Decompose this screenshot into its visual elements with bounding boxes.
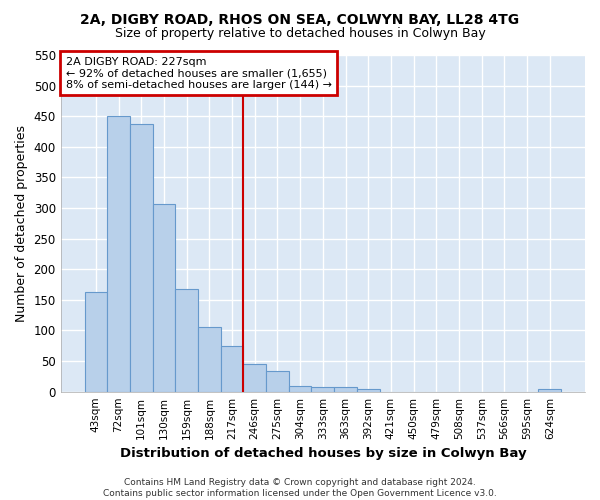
X-axis label: Distribution of detached houses by size in Colwyn Bay: Distribution of detached houses by size … <box>119 447 526 460</box>
Bar <box>221 346 244 392</box>
Text: Contains HM Land Registry data © Crown copyright and database right 2024.
Contai: Contains HM Land Registry data © Crown c… <box>103 478 497 498</box>
Text: 2A DIGBY ROAD: 227sqm
← 92% of detached houses are smaller (1,655)
8% of semi-de: 2A DIGBY ROAD: 227sqm ← 92% of detached … <box>66 56 332 90</box>
Bar <box>107 116 130 392</box>
Bar <box>244 364 266 392</box>
Bar <box>198 327 221 392</box>
Y-axis label: Number of detached properties: Number of detached properties <box>15 125 28 322</box>
Bar <box>311 387 334 392</box>
Bar <box>357 388 380 392</box>
Text: Size of property relative to detached houses in Colwyn Bay: Size of property relative to detached ho… <box>115 28 485 40</box>
Text: 2A, DIGBY ROAD, RHOS ON SEA, COLWYN BAY, LL28 4TG: 2A, DIGBY ROAD, RHOS ON SEA, COLWYN BAY,… <box>80 12 520 26</box>
Bar <box>85 292 107 392</box>
Bar <box>130 124 152 392</box>
Bar <box>289 386 311 392</box>
Bar <box>334 387 357 392</box>
Bar <box>152 204 175 392</box>
Bar <box>175 290 198 392</box>
Bar <box>538 388 561 392</box>
Bar <box>266 372 289 392</box>
